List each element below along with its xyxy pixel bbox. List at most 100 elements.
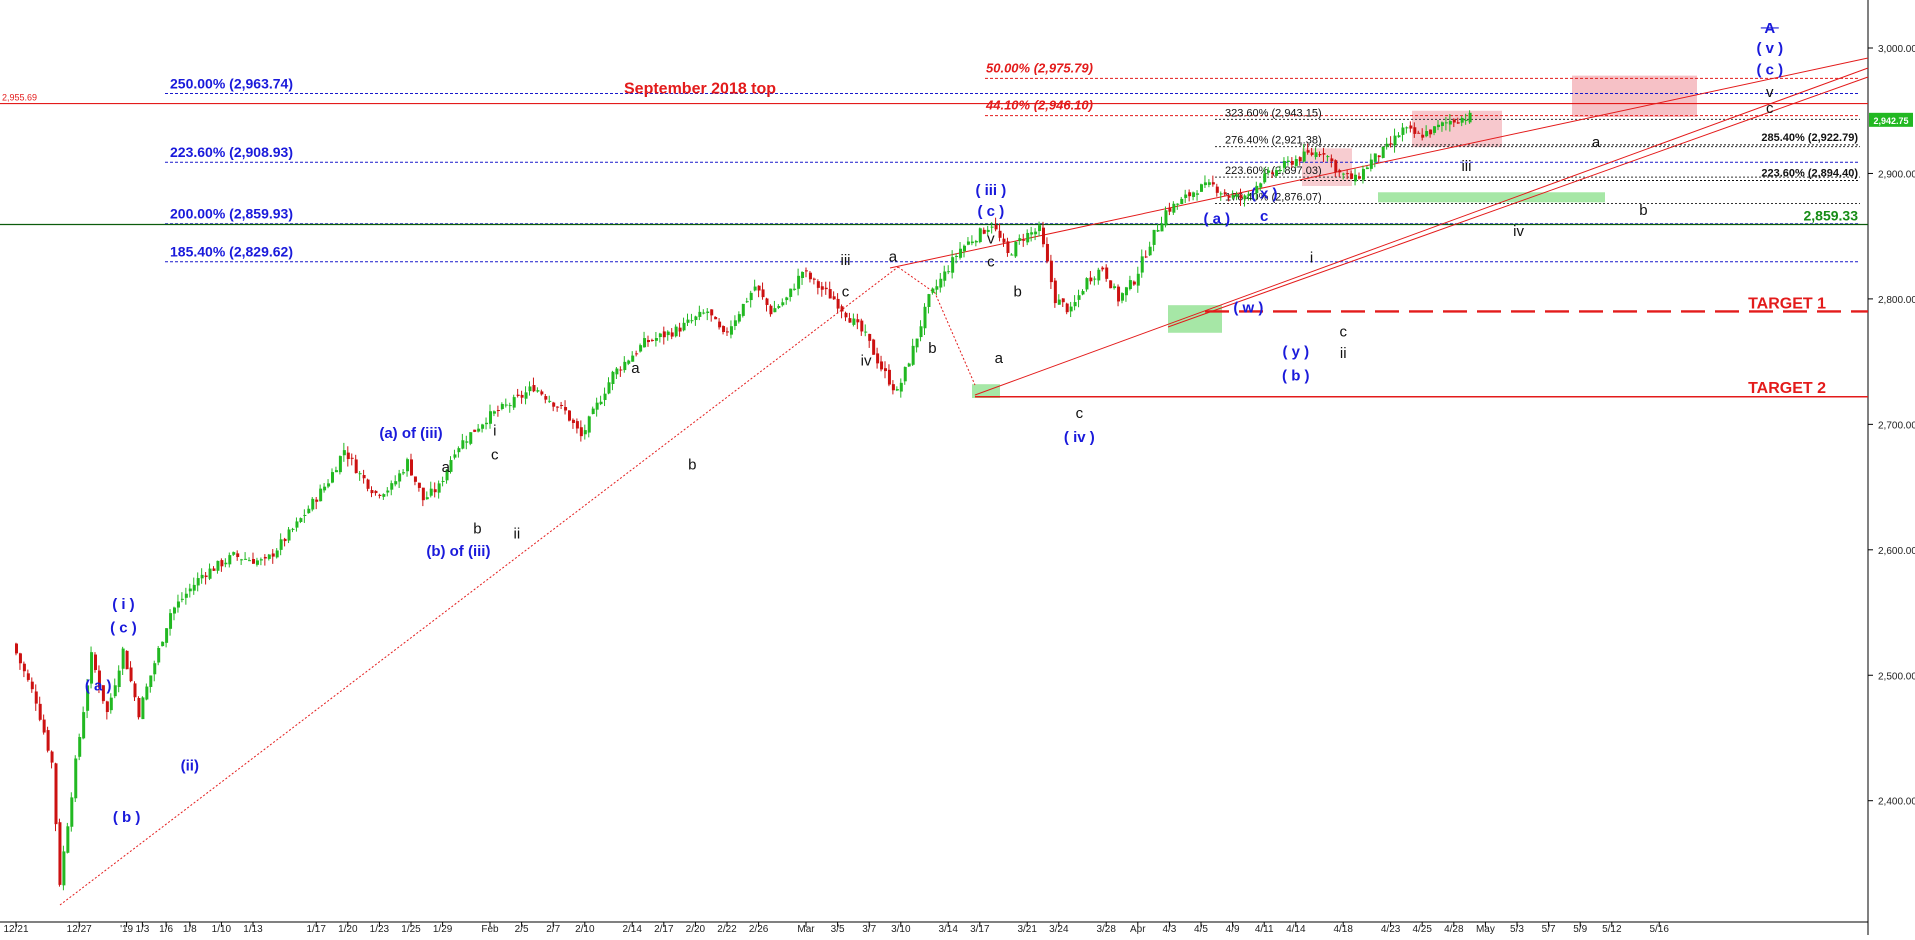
candle-body xyxy=(1176,203,1180,205)
candle-body xyxy=(970,241,974,244)
candle-body xyxy=(473,429,477,432)
x-tick-label: 5/12 xyxy=(1602,924,1622,935)
candle-body xyxy=(986,229,990,232)
candle-body xyxy=(453,454,457,458)
wave-label: ( b ) xyxy=(1282,367,1310,384)
x-tick-label: 4/3 xyxy=(1162,924,1176,935)
candle-body xyxy=(587,416,591,433)
wave-label: ( w ) xyxy=(1233,300,1263,317)
candle-body xyxy=(887,369,891,385)
wave-label: (b) of (iii) xyxy=(426,543,490,560)
candle-body xyxy=(157,647,161,663)
candle-body xyxy=(255,560,259,565)
x-tick-label: 12/27 xyxy=(67,924,92,935)
candle-body xyxy=(271,553,275,557)
candle-body xyxy=(1042,227,1045,245)
candle-body xyxy=(184,593,188,598)
x-tick-label: 2/22 xyxy=(717,924,737,935)
candle-body xyxy=(978,228,982,243)
candle-body xyxy=(54,763,58,825)
candle-body xyxy=(200,574,204,579)
candle-body xyxy=(1373,153,1377,162)
candle-body xyxy=(548,400,552,402)
candle-body xyxy=(1444,122,1448,124)
candle-body xyxy=(951,257,955,273)
candle-body xyxy=(757,285,761,291)
candle-body xyxy=(275,550,279,558)
candle-body xyxy=(1132,281,1136,285)
candle-body xyxy=(1310,152,1314,155)
candle-body xyxy=(927,294,931,307)
candle-body xyxy=(1152,229,1156,245)
candle-body xyxy=(1124,287,1128,296)
candle-body xyxy=(797,275,801,289)
x-tick-label: 5/3 xyxy=(1510,924,1524,935)
candle-body xyxy=(86,685,90,711)
candle-body xyxy=(1389,143,1393,145)
current-price-label: 2,942.75 xyxy=(1873,116,1908,126)
candle-body xyxy=(74,758,78,799)
candle-body xyxy=(1034,231,1038,235)
candle-body xyxy=(1279,170,1282,172)
candle-body xyxy=(295,521,299,528)
candle-body xyxy=(623,361,627,371)
right-fib-label: 223.60% (2,894.40) xyxy=(1761,167,1858,179)
candle-body xyxy=(884,368,887,372)
candle-body xyxy=(1421,134,1425,138)
candle-body xyxy=(836,298,840,309)
candle-body xyxy=(1397,135,1401,138)
candle-body xyxy=(204,575,208,578)
candle-body xyxy=(1456,122,1460,124)
candle-body xyxy=(374,490,378,494)
y-tick-label: 2,700.00 xyxy=(1878,420,1915,431)
candle-body xyxy=(1160,223,1164,232)
candle-body xyxy=(1437,124,1440,128)
candle-body xyxy=(579,427,583,437)
candle-body xyxy=(279,539,283,550)
candle-body xyxy=(489,411,492,424)
candle-body xyxy=(789,288,793,297)
x-tick-label: 4/25 xyxy=(1412,924,1432,935)
candle-body xyxy=(1365,167,1369,170)
candle-body xyxy=(354,459,358,474)
candle-body xyxy=(532,385,536,392)
candle-body xyxy=(1464,119,1468,121)
candle-body xyxy=(263,556,267,559)
candle-body xyxy=(805,270,808,272)
candle-body xyxy=(1203,182,1207,186)
candle-body xyxy=(1405,127,1409,129)
candle-body xyxy=(362,475,366,479)
candle-body xyxy=(575,421,579,429)
candle-body xyxy=(224,562,228,565)
candle-body xyxy=(1030,232,1034,235)
wave-label: ( c ) xyxy=(978,203,1005,220)
candle-body xyxy=(868,333,872,341)
candle-body xyxy=(1038,225,1042,232)
candle-body xyxy=(560,404,564,406)
candle-body xyxy=(1318,154,1322,156)
candle-body xyxy=(180,598,184,600)
candle-body xyxy=(1409,125,1413,129)
wave-label: a xyxy=(889,248,898,265)
candle-body xyxy=(607,382,611,394)
candle-body xyxy=(635,353,639,355)
candle-body xyxy=(903,366,907,382)
candle-body xyxy=(852,318,856,325)
candle-body xyxy=(252,559,255,564)
candle-body xyxy=(417,482,421,488)
candle-body xyxy=(1109,280,1113,289)
candle-body xyxy=(714,316,718,320)
candle-body xyxy=(153,663,157,675)
candle-body xyxy=(331,472,334,483)
candle-body xyxy=(1334,160,1338,173)
candle-body xyxy=(496,410,500,412)
candle-body xyxy=(165,628,169,643)
candle-body xyxy=(1081,291,1085,295)
candle-body xyxy=(1164,210,1168,226)
candle-body xyxy=(848,318,852,323)
wave-label: ii xyxy=(514,526,521,543)
candle-body xyxy=(169,613,173,629)
candle-body xyxy=(1251,193,1255,195)
resistance-zone-top xyxy=(1572,75,1697,117)
candle-body xyxy=(382,494,386,497)
